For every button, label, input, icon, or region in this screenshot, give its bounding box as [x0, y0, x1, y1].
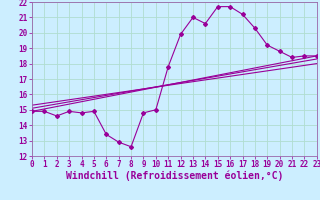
X-axis label: Windchill (Refroidissement éolien,°C): Windchill (Refroidissement éolien,°C): [66, 171, 283, 181]
